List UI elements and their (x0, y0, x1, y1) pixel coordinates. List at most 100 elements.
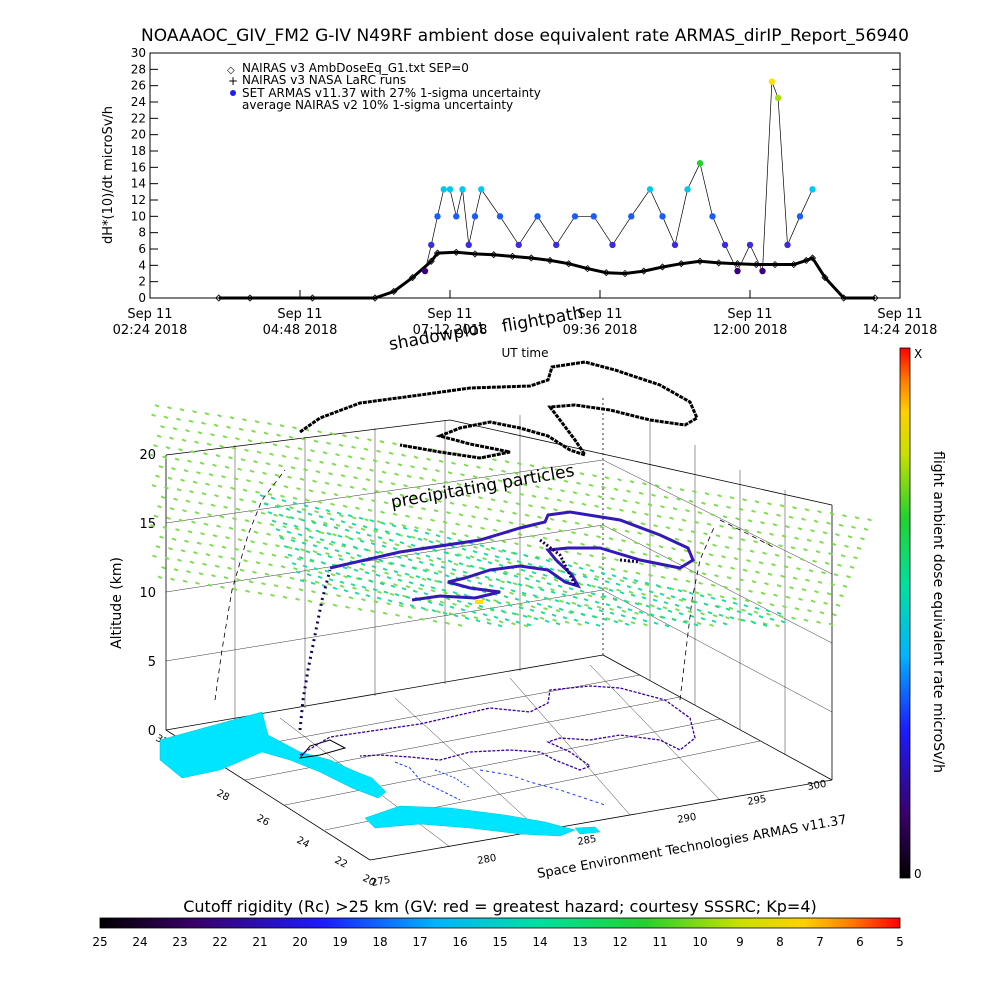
particle-mark (351, 445, 356, 449)
particle-mark (181, 438, 187, 442)
particle-mark (717, 564, 723, 568)
particle-mark (753, 610, 759, 614)
particle-mark (430, 589, 436, 593)
particle-mark (814, 590, 819, 594)
particle-mark (375, 573, 381, 577)
particle-mark (362, 487, 367, 491)
particle-mark (618, 619, 623, 623)
nairas-point (246, 294, 254, 302)
x-tick-label: 02:24 2018 (113, 323, 188, 338)
particle-mark (383, 590, 389, 594)
nairas-point (871, 294, 879, 302)
particle-mark (589, 554, 594, 558)
particle-mark (437, 580, 443, 584)
armas-point (534, 213, 541, 220)
particle-mark (633, 541, 639, 545)
particle-mark (613, 620, 619, 624)
particle-mark (706, 522, 712, 526)
particle-mark (439, 600, 445, 604)
particle-mark (409, 575, 414, 579)
particle-mark (847, 535, 853, 539)
particle-mark (737, 547, 742, 551)
particle-mark (817, 510, 822, 514)
dose-colorbar: X 0 flight ambient dose equivalent rate … (899, 347, 946, 881)
particle-mark (832, 613, 837, 617)
particle-mark (652, 598, 658, 602)
particle-mark (332, 533, 337, 537)
particle-mark (712, 543, 717, 547)
particle-mark (206, 442, 212, 446)
particle-mark (333, 493, 339, 497)
particle-mark (457, 553, 462, 557)
particle-mark (235, 437, 240, 441)
particle-mark (751, 621, 757, 625)
particle-mark (664, 566, 669, 570)
particle-mark (726, 576, 732, 580)
particle-mark (573, 561, 578, 565)
particle-mark (587, 606, 593, 610)
particle-mark (307, 599, 313, 603)
particle-mark (428, 540, 434, 544)
particle-mark (722, 515, 728, 519)
particle-mark (660, 575, 666, 579)
particle-mark (335, 453, 340, 457)
particle-mark (785, 595, 791, 599)
particle-mark (630, 550, 635, 554)
particle-mark (316, 540, 321, 544)
armas-point (553, 241, 560, 249)
particle-mark (176, 417, 181, 421)
particle-mark (159, 535, 164, 539)
particle-mark (548, 557, 553, 561)
particle-mark (785, 525, 790, 529)
particle-mark (384, 571, 389, 575)
particle-mark (289, 576, 295, 580)
particle-mark (471, 610, 477, 614)
particle-mark (236, 578, 241, 582)
particle-mark (542, 466, 547, 470)
particle-mark (631, 510, 637, 514)
particle-mark (854, 516, 860, 520)
particle-mark (584, 621, 590, 625)
particle-mark (182, 579, 188, 583)
particle-mark (478, 496, 483, 500)
particle-mark (756, 530, 762, 534)
particle-mark (217, 484, 223, 488)
particle-mark (487, 561, 493, 565)
particle-mark (311, 590, 316, 594)
particle-mark (316, 552, 322, 556)
particle-mark (244, 448, 249, 452)
particle-mark (512, 582, 518, 586)
particle-mark (266, 532, 271, 536)
particle-mark (229, 416, 235, 420)
particle-mark (518, 603, 523, 607)
particle-mark (285, 445, 290, 449)
particle-mark (667, 486, 672, 490)
particle-mark (839, 594, 844, 598)
particle-mark (688, 499, 694, 503)
particle-mark (760, 591, 766, 595)
particle-mark (290, 539, 296, 543)
particle-mark (407, 615, 413, 619)
particle-mark (787, 555, 792, 559)
armas-point (628, 213, 635, 220)
particle-mark (694, 520, 699, 524)
armas-point (571, 213, 579, 220)
particle-mark (387, 562, 393, 566)
particle-mark (789, 586, 794, 590)
particle-mark (641, 592, 646, 596)
particle-mark (401, 587, 407, 591)
particle-mark (426, 528, 432, 532)
particle-mark (310, 519, 316, 523)
particle-mark (436, 557, 442, 561)
particle-mark (346, 495, 351, 499)
cutoff-bar-gradient (99, 917, 901, 929)
particle-mark (430, 518, 435, 522)
particle-mark (718, 613, 724, 617)
x-tick-marks (149, 290, 901, 298)
particle-mark (452, 591, 458, 595)
particle-mark (580, 612, 586, 616)
particle-mark (831, 542, 837, 546)
particle-mark (311, 521, 317, 525)
particle-mark (253, 530, 259, 534)
particle-mark (259, 494, 265, 498)
